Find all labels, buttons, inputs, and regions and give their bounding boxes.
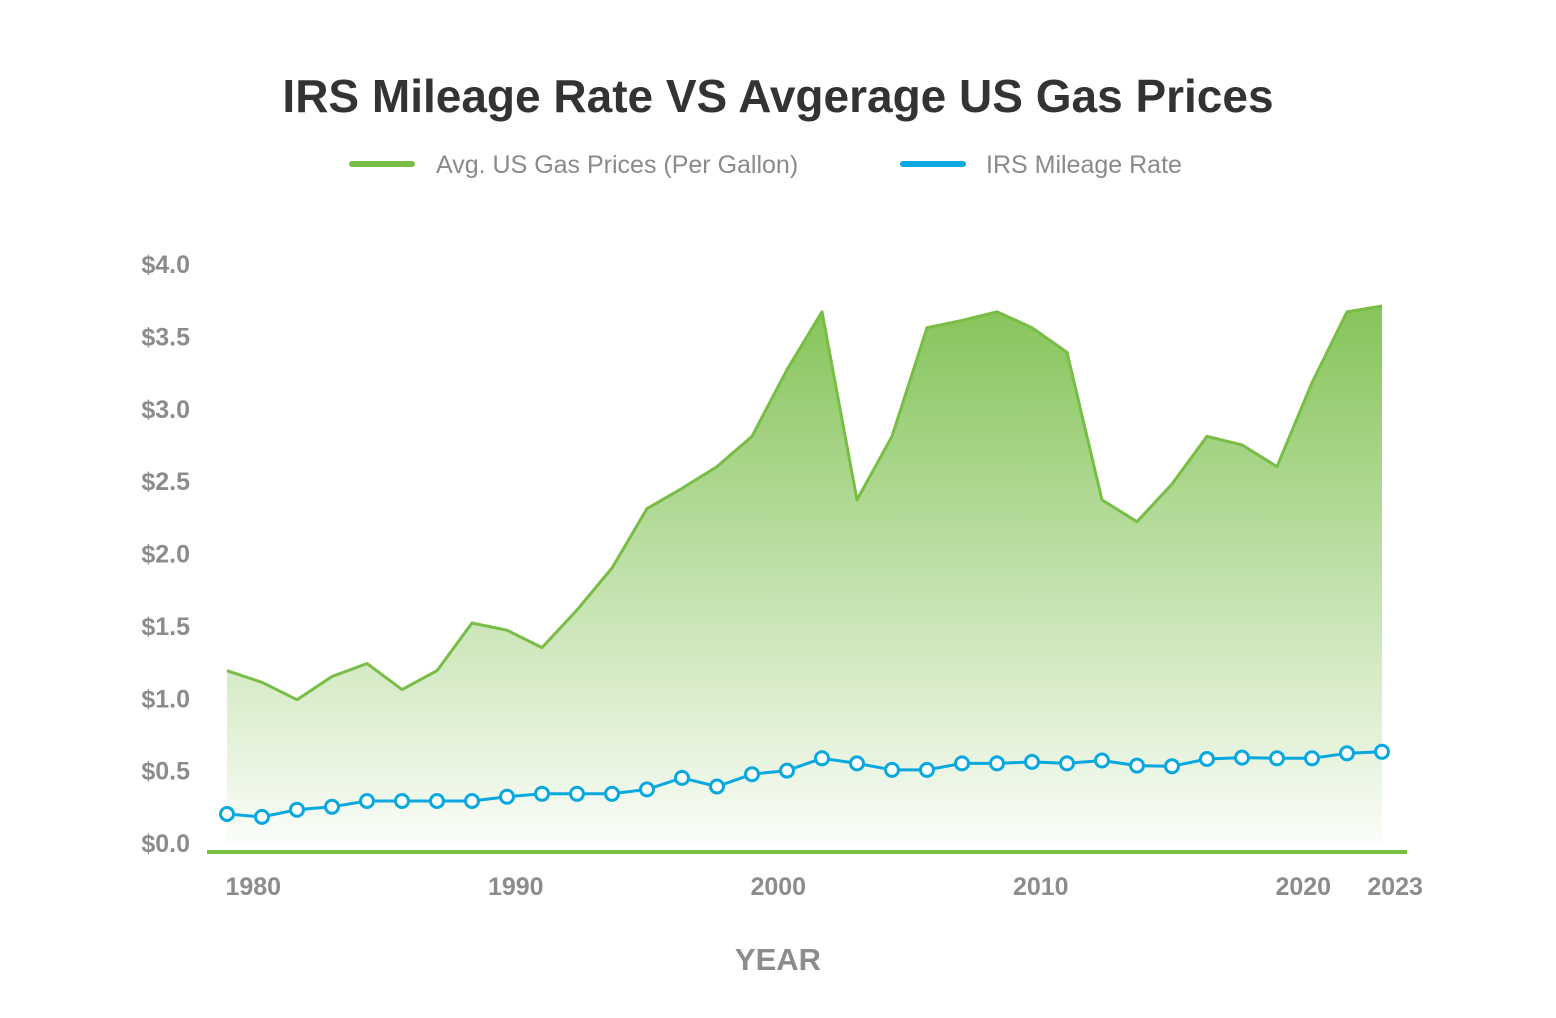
x-tick-label: 2020: [1275, 873, 1331, 901]
gas-price-line: [226, 304, 1383, 702]
irs-rate-point: [429, 793, 445, 809]
x-tick-label: 2010: [1013, 873, 1069, 901]
irs-rate-point: [1094, 752, 1110, 769]
irs-rate-point: [604, 785, 620, 802]
y-tick-label: $4.0: [141, 251, 190, 279]
x-axis-ticks: 1980 1990 2000 2010 2020 2023: [225, 873, 1423, 901]
irs-rate-point: [1269, 750, 1285, 767]
irs-rate-point: [254, 808, 270, 825]
irs-rate-point: [534, 785, 550, 802]
irs-rate-point: [1024, 753, 1040, 770]
irs-rate-line: [226, 750, 1383, 819]
y-tick-label: $0.0: [141, 830, 190, 858]
y-tick-label: $3.0: [141, 396, 190, 424]
irs-rate-point: [1234, 749, 1250, 766]
gas-price-area: [227, 306, 1382, 843]
irs-rate-point: [919, 761, 935, 778]
irs-rate-point: [709, 778, 725, 795]
irs-rate-point: [464, 793, 480, 809]
y-tick-label: $1.5: [141, 613, 190, 641]
irs-rate-point: [324, 798, 340, 815]
irs-rate-point: [1339, 745, 1355, 762]
irs-rate-point: [954, 755, 970, 772]
irs-rate-point: [849, 755, 865, 772]
x-tick-label: 2023: [1367, 873, 1423, 901]
y-tick-label: $2.5: [141, 468, 190, 496]
x-tick-label: 2000: [750, 873, 806, 901]
irs-rate-point: [569, 785, 585, 802]
y-tick-label: $3.5: [141, 323, 190, 351]
irs-rate-point: [989, 755, 1005, 772]
irs-rate-point: [1374, 743, 1390, 760]
irs-rate-points: [219, 743, 1390, 825]
y-tick-label: $0.5: [141, 758, 190, 786]
irs-rate-point: [1129, 757, 1145, 774]
irs-rate-point: [359, 793, 375, 809]
y-tick-label: $1.0: [141, 685, 190, 713]
legend-irs-label: IRS Mileage Rate: [986, 151, 1182, 179]
y-tick-label: $2.0: [141, 541, 190, 569]
x-tick-label: 1990: [488, 873, 544, 901]
irs-rate-point: [744, 766, 760, 783]
x-axis-title: YEAR: [735, 942, 821, 977]
irs-rate-point: [884, 761, 900, 778]
irs-rate-point: [394, 793, 410, 809]
irs-rate-point: [499, 788, 515, 805]
irs-rate-point: [814, 750, 830, 767]
irs-rate-point: [219, 806, 235, 822]
irs-rate-point: [779, 762, 795, 779]
irs-rate-point: [674, 769, 690, 786]
irs-rate-point: [1304, 750, 1320, 767]
irs-rate-point: [1199, 751, 1215, 767]
irs-rate-point: [1059, 755, 1075, 772]
y-axis-ticks: $0.0 $0.5 $1.0 $1.5 $2.0 $2.5 $3.0 $3.5 $4.0: [141, 251, 190, 858]
irs-rate-point: [289, 801, 305, 818]
irs-rate-point: [639, 781, 655, 798]
legend: Avg. US Gas Prices (Per Gallon) IRS Mile…: [349, 151, 1182, 179]
legend-gas-label: Avg. US Gas Prices (Per Gallon): [436, 151, 798, 179]
irs-rate-point: [1164, 758, 1180, 775]
x-tick-label: 1980: [225, 873, 281, 901]
chart-title: IRS Mileage Rate VS Avgerage US Gas Pric…: [282, 70, 1273, 122]
